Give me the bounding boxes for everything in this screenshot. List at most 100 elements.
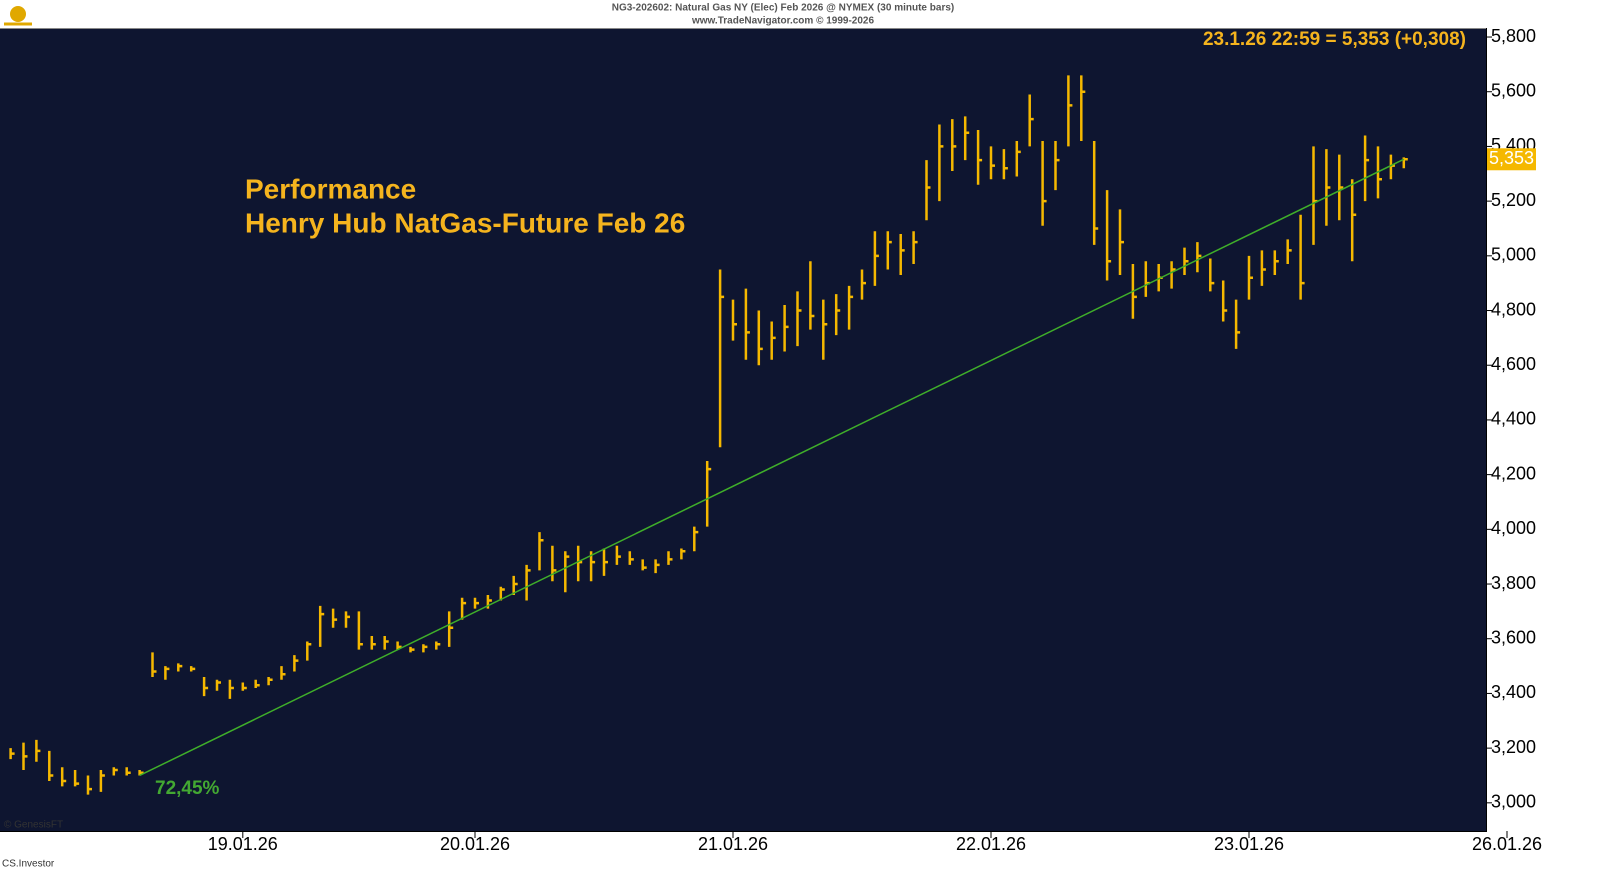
price-bar [1067, 75, 1073, 147]
price-bar [899, 233, 905, 275]
price-bar [1105, 190, 1112, 281]
price-bar [1028, 94, 1034, 147]
price-bar [396, 641, 402, 650]
price-bar [202, 677, 209, 697]
price-bar [1170, 261, 1176, 289]
y-tick-label: 3,400 [1491, 682, 1536, 702]
y-tick-label: 5,200 [1491, 190, 1536, 210]
price-bar [164, 666, 170, 680]
x-tick-label: 20.01.26 [440, 834, 510, 854]
price-bar [1234, 299, 1241, 349]
price-bar [215, 679, 221, 691]
price-bar [35, 739, 41, 762]
x-tick-label: 21.01.26 [698, 834, 768, 854]
price-bar [551, 545, 557, 582]
y-tick-label: 3,200 [1491, 737, 1536, 757]
y-tick-label: 4,000 [1491, 518, 1536, 538]
price-bar [125, 767, 131, 776]
price-bar [680, 548, 686, 560]
price-bar [525, 564, 531, 601]
price-bar [331, 608, 338, 628]
price-bar [770, 321, 776, 360]
price-bar [189, 666, 196, 672]
last-price-label: 5,353 [1489, 148, 1534, 168]
header: NG3-202602: Natural Gas NY (Elec) Feb 20… [612, 3, 954, 14]
bars [9, 75, 1408, 795]
x-tick-label: 26.01.26 [1472, 834, 1542, 854]
price-bar [9, 748, 15, 760]
price-bar [1041, 140, 1047, 226]
logo [4, 6, 32, 26]
price-bar [1196, 242, 1202, 273]
price-bar [1209, 258, 1215, 292]
price-bar [1080, 75, 1086, 141]
price-bar [473, 597, 479, 609]
y-tick-label: 5,600 [1491, 80, 1536, 100]
price-bar [112, 767, 118, 776]
price-bar [22, 742, 28, 771]
price-bar [460, 597, 467, 620]
price-bar [538, 532, 544, 571]
price-bar [641, 559, 647, 571]
price-bar [1015, 140, 1021, 177]
price-bar [809, 261, 815, 330]
price-bar [989, 146, 995, 180]
price-bar [512, 575, 518, 595]
price-bar [1054, 140, 1060, 191]
y-tick-label: 5,000 [1491, 245, 1536, 265]
price-bar [963, 116, 970, 161]
price-bar [783, 305, 789, 352]
price-bar [318, 605, 325, 647]
price-bar [48, 750, 54, 781]
price-bar [912, 231, 918, 265]
y-tick-label: 4,200 [1491, 463, 1536, 483]
price-bar [602, 548, 608, 576]
performance-label: 72,45% [155, 778, 220, 799]
price-bar [744, 288, 750, 360]
price-bar [860, 269, 866, 300]
price-bar [938, 124, 944, 202]
price-bar [344, 611, 350, 628]
price-bar [99, 770, 105, 792]
price-bar [976, 130, 983, 185]
y-tick-label: 4,400 [1491, 409, 1536, 429]
y-tick-label: 5,800 [1491, 26, 1536, 46]
x-tick-label: 19.01.26 [208, 834, 278, 854]
price-bar [177, 663, 183, 672]
price-bar [60, 767, 67, 787]
chart-title: Performance [245, 173, 416, 204]
y-tick-label: 3,000 [1491, 792, 1536, 812]
trend-line [139, 158, 1405, 777]
price-bar [873, 231, 879, 286]
price-bar [228, 679, 234, 699]
price-bar [951, 119, 957, 172]
price-bar [564, 551, 570, 593]
source: www.TradeNavigator.com © 1999-2026 [691, 16, 875, 27]
price-bar [267, 677, 273, 686]
plot-background [0, 29, 1486, 831]
price-bar [705, 460, 712, 527]
price-bar [86, 775, 92, 795]
price-bar [1273, 250, 1279, 275]
price-bar [1183, 247, 1189, 275]
price-bar [925, 160, 931, 221]
price-bar [1350, 179, 1357, 262]
price-bar [280, 666, 286, 680]
price-bar [73, 770, 80, 787]
price-bar [757, 310, 763, 366]
y-tick-label: 4,800 [1491, 299, 1536, 319]
footer: CS.Investor [2, 859, 55, 870]
price-bar [693, 526, 699, 552]
price-bar [615, 545, 621, 565]
price-bar [1299, 214, 1305, 300]
price-bar [1221, 280, 1228, 322]
price-bar [1402, 157, 1408, 169]
price-bar [306, 641, 312, 661]
price-bar [847, 285, 854, 330]
price-bar [1363, 135, 1370, 202]
copyright: © GenesisFT [4, 820, 63, 831]
price-bar [293, 655, 299, 672]
y-tick-label: 3,800 [1491, 573, 1536, 593]
price-bar [1338, 154, 1344, 221]
price-bar [383, 635, 389, 650]
